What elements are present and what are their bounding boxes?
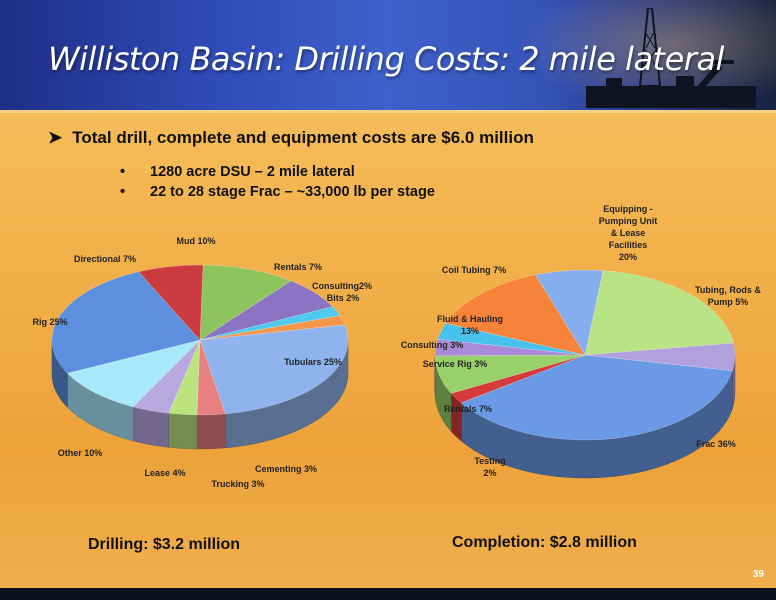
pie-slice-tubulars bbox=[199, 324, 349, 415]
pie-slice-mud bbox=[199, 264, 292, 341]
title-banner: Williston Basin: Drilling Costs: 2 mile … bbox=[0, 0, 776, 113]
drilling-chart-title: Drilling: $3.2 million bbox=[88, 536, 241, 553]
pie-chart: Mud 10% Rentals 7% Consulting2% Bits 2% Tubu… bbox=[32, 236, 372, 489]
pie-slice-directional bbox=[138, 264, 204, 341]
page-number: 39 bbox=[752, 569, 764, 580]
pie-chart: Equipping -Pumping Unit & Lease Facilities… bbox=[401, 204, 761, 479]
main-bullet-text: Total drill, complete and equipment cost… bbox=[72, 128, 534, 147]
bullet-dot-icon: • bbox=[120, 164, 126, 180]
pie-data-label: Testing 2% bbox=[474, 456, 505, 478]
main-bullet: ➤ Total drill, complete and equipment cos… bbox=[48, 128, 534, 148]
pie-slice-rig bbox=[51, 271, 201, 374]
bullet-dot-icon: • bbox=[120, 184, 126, 200]
pie-slice-fluid-hauling bbox=[445, 274, 586, 356]
footer-bar bbox=[0, 588, 776, 600]
pie-data-label: Bits 2% bbox=[327, 293, 360, 303]
pie-slice-side bbox=[168, 413, 198, 450]
pie-slice-other bbox=[67, 339, 201, 408]
pie-slice-frac bbox=[460, 354, 733, 441]
pie-slice-side bbox=[196, 413, 226, 450]
pie-slice-equipping-pumping-unit-lease-facilities bbox=[584, 270, 734, 356]
sub-bullet-text: 22 to 28 stage Frac – ~33,000 lb per sta… bbox=[150, 184, 435, 200]
pie-data-label: Mud 10% bbox=[176, 236, 215, 246]
pie-data-label: Other 10% bbox=[58, 448, 103, 458]
pie-data-label: Lease 4% bbox=[144, 468, 185, 478]
arrow-bullet-icon: ➤ bbox=[48, 128, 63, 147]
pie-data-label: Equipping -Pumping Unit & Lease Facilities… bbox=[599, 204, 658, 262]
pie-data-label: Tubulars 25% bbox=[284, 357, 342, 367]
sub-bullet: • 22 to 28 stage Frac – ~33,000 lb per st… bbox=[120, 184, 435, 200]
pie-data-label: Consulting 3% bbox=[401, 340, 464, 350]
pie-data-label: Rentals 7% bbox=[274, 262, 322, 272]
oil-rig-icon bbox=[586, 8, 756, 108]
pie-data-label: Tubing, Rods & Pump 5% bbox=[695, 285, 761, 307]
pie-data-label: Cementing 3% bbox=[255, 464, 317, 474]
pie-data-label: Directional 7% bbox=[74, 254, 136, 264]
pie-data-label: Fluid & Hauling 13% bbox=[437, 314, 503, 336]
sub-bullet-text: 1280 acre DSU – 2 mile lateral bbox=[150, 164, 355, 180]
pie-slice-side bbox=[132, 406, 169, 448]
pie-data-label: Frac 36% bbox=[696, 439, 736, 449]
pie-data-label: Consulting2% bbox=[312, 281, 372, 291]
pie-data-label: Coil Tubing 7% bbox=[442, 265, 506, 275]
completion-chart-title: Completion: $2.8 million bbox=[452, 534, 637, 551]
pie-data-label: Rig 25% bbox=[32, 317, 67, 327]
pie-slice-coil-tubing bbox=[535, 269, 604, 356]
pie-data-label: Service Rig 3% bbox=[423, 359, 488, 369]
slide-title: Williston Basin: Drilling Costs: 2 mile … bbox=[48, 40, 724, 78]
sub-bullet: • 1280 acre DSU – 2 mile lateral bbox=[120, 164, 355, 180]
pie-data-label: Trucking 3% bbox=[211, 479, 264, 489]
pie-data-label: Rentals 7% bbox=[444, 404, 492, 414]
